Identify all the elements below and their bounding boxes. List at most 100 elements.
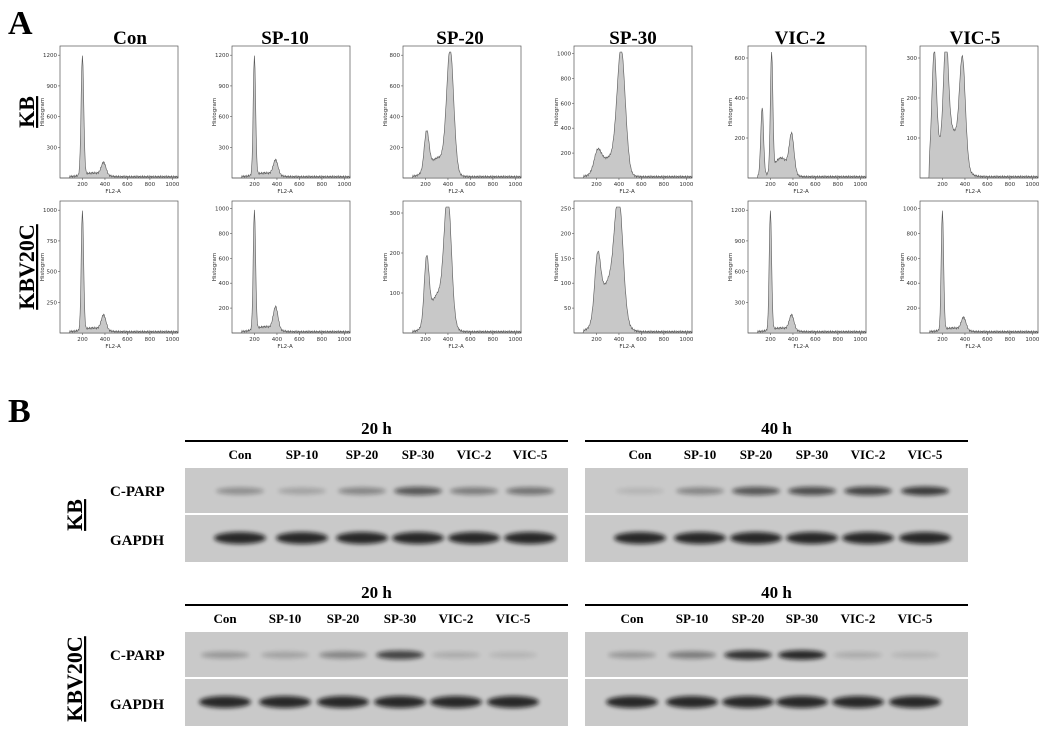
histogram-area <box>748 210 867 334</box>
band <box>432 651 480 659</box>
lane-label: SP-10 <box>676 611 709 626</box>
y-tick-label: 800 <box>907 231 918 237</box>
lane-label: Con <box>228 447 252 462</box>
band <box>201 651 249 659</box>
band <box>891 651 939 659</box>
x-axis-label: FL2-A <box>448 344 464 350</box>
x-axis-label: FL2-A <box>619 344 635 350</box>
x-tick-label: 200 <box>249 182 260 188</box>
x-tick-label: 600 <box>982 337 993 343</box>
x-tick-label: 1000 <box>853 182 867 188</box>
column-title: SP-20 <box>436 28 484 49</box>
lane-label: VIC-5 <box>496 611 531 626</box>
lane-label: VIC-5 <box>513 447 548 462</box>
y-tick-label: 1200 <box>43 53 57 59</box>
y-axis-label: Histogram <box>554 253 560 282</box>
x-axis-label: FL2-A <box>793 344 809 350</box>
band <box>392 532 444 544</box>
row-label: KB <box>62 499 87 531</box>
band <box>889 696 941 708</box>
band <box>214 532 266 544</box>
y-tick-label: 200 <box>907 96 918 102</box>
x-tick-label: 200 <box>765 182 776 188</box>
y-tick-label: 200 <box>561 151 572 157</box>
y-tick-label: 600 <box>735 270 746 276</box>
x-tick-label: 200 <box>420 337 431 343</box>
x-tick-label: 1000 <box>337 337 351 343</box>
y-tick-label: 600 <box>907 256 918 262</box>
x-axis-label: FL2-A <box>965 344 981 350</box>
plot-frame <box>231 45 351 179</box>
band <box>216 487 264 495</box>
band <box>487 696 539 708</box>
x-tick-label: 600 <box>636 182 647 188</box>
x-tick-label: 400 <box>788 182 799 188</box>
x-tick-label: 400 <box>100 182 111 188</box>
y-tick-label: 200 <box>561 231 572 237</box>
lane-label: VIC-2 <box>851 447 886 462</box>
band <box>666 696 718 708</box>
y-tick-label: 250 <box>47 300 58 306</box>
x-tick-label: 600 <box>465 182 476 188</box>
histogram: 200 400 600 800 1000 FL2-A 100 200 300 Histogram <box>900 45 1040 195</box>
histogram: 200 400 600 800 1000 FL2-A 300 600 900 1200 Histog… <box>728 200 868 350</box>
y-tick-label: 900 <box>735 239 746 245</box>
y-axis-label: Histogram <box>383 253 389 282</box>
x-tick-label: 400 <box>788 337 799 343</box>
plot-frame <box>402 200 522 334</box>
lane-label: Con <box>628 447 652 462</box>
plot-frame <box>59 45 179 179</box>
y-tick-label: 200 <box>390 251 401 257</box>
x-tick-label: 600 <box>122 337 133 343</box>
histogram: 200 400 600 800 1000 FL2-A 200 400 600 800 Histogr… <box>383 45 523 195</box>
band <box>448 532 500 544</box>
histogram: 200 400 600 800 1000 FL2-A 50 100 150 200 250 Histo… <box>554 200 694 350</box>
y-tick-label: 1000 <box>557 51 571 57</box>
x-tick-label: 800 <box>1005 182 1016 188</box>
x-tick-label: 200 <box>765 337 776 343</box>
y-axis-label: Histogram <box>728 253 734 282</box>
band <box>786 532 838 544</box>
y-tick-label: 500 <box>47 270 58 276</box>
column-title: Con <box>113 28 147 49</box>
row-label: KBV20C <box>62 636 87 722</box>
panel-label: B <box>8 393 31 430</box>
band <box>394 486 442 496</box>
y-tick-label: 300 <box>219 145 230 151</box>
y-tick-label: 100 <box>907 136 918 142</box>
y-tick-label: 400 <box>735 96 746 102</box>
x-axis-label: FL2-A <box>793 189 809 195</box>
band <box>278 487 326 495</box>
y-axis-label: Histogram <box>900 98 906 127</box>
x-tick-label: 800 <box>145 337 156 343</box>
band <box>778 650 826 660</box>
histogram: 200 400 600 800 1000 FL2-A 100 200 300 Histogram <box>383 200 523 350</box>
protein-label: C-PARP <box>110 484 165 500</box>
y-tick-label: 100 <box>561 281 572 287</box>
y-tick-label: 250 <box>561 206 572 212</box>
x-tick-label: 800 <box>833 337 844 343</box>
y-tick-label: 800 <box>390 53 401 59</box>
x-tick-label: 400 <box>100 337 111 343</box>
x-tick-label: 200 <box>77 182 88 188</box>
x-tick-label: 1000 <box>165 337 179 343</box>
band <box>259 696 311 708</box>
histogram: 200 400 600 800 1000 FL2-A 300 600 900 1200 Histog… <box>212 45 352 195</box>
histogram-area <box>574 206 693 334</box>
lane-label: SP-10 <box>286 447 319 462</box>
plot-frame <box>402 45 522 179</box>
x-tick-label: 1000 <box>337 182 351 188</box>
lane-label: SP-20 <box>327 611 360 626</box>
histogram: 200 400 600 800 1000 FL2-A 200 400 600 Histogram <box>728 45 868 195</box>
x-axis-label: FL2-A <box>105 344 121 350</box>
y-tick-label: 100 <box>390 291 401 297</box>
x-tick-label: 200 <box>420 182 431 188</box>
y-tick-label: 200 <box>390 145 401 151</box>
x-tick-label: 200 <box>937 182 948 188</box>
column-title: VIC-2 <box>775 28 826 49</box>
y-tick-label: 600 <box>219 256 230 262</box>
y-axis-label: Histogram <box>212 253 218 282</box>
panel-label: A <box>8 5 33 42</box>
band <box>788 486 836 496</box>
